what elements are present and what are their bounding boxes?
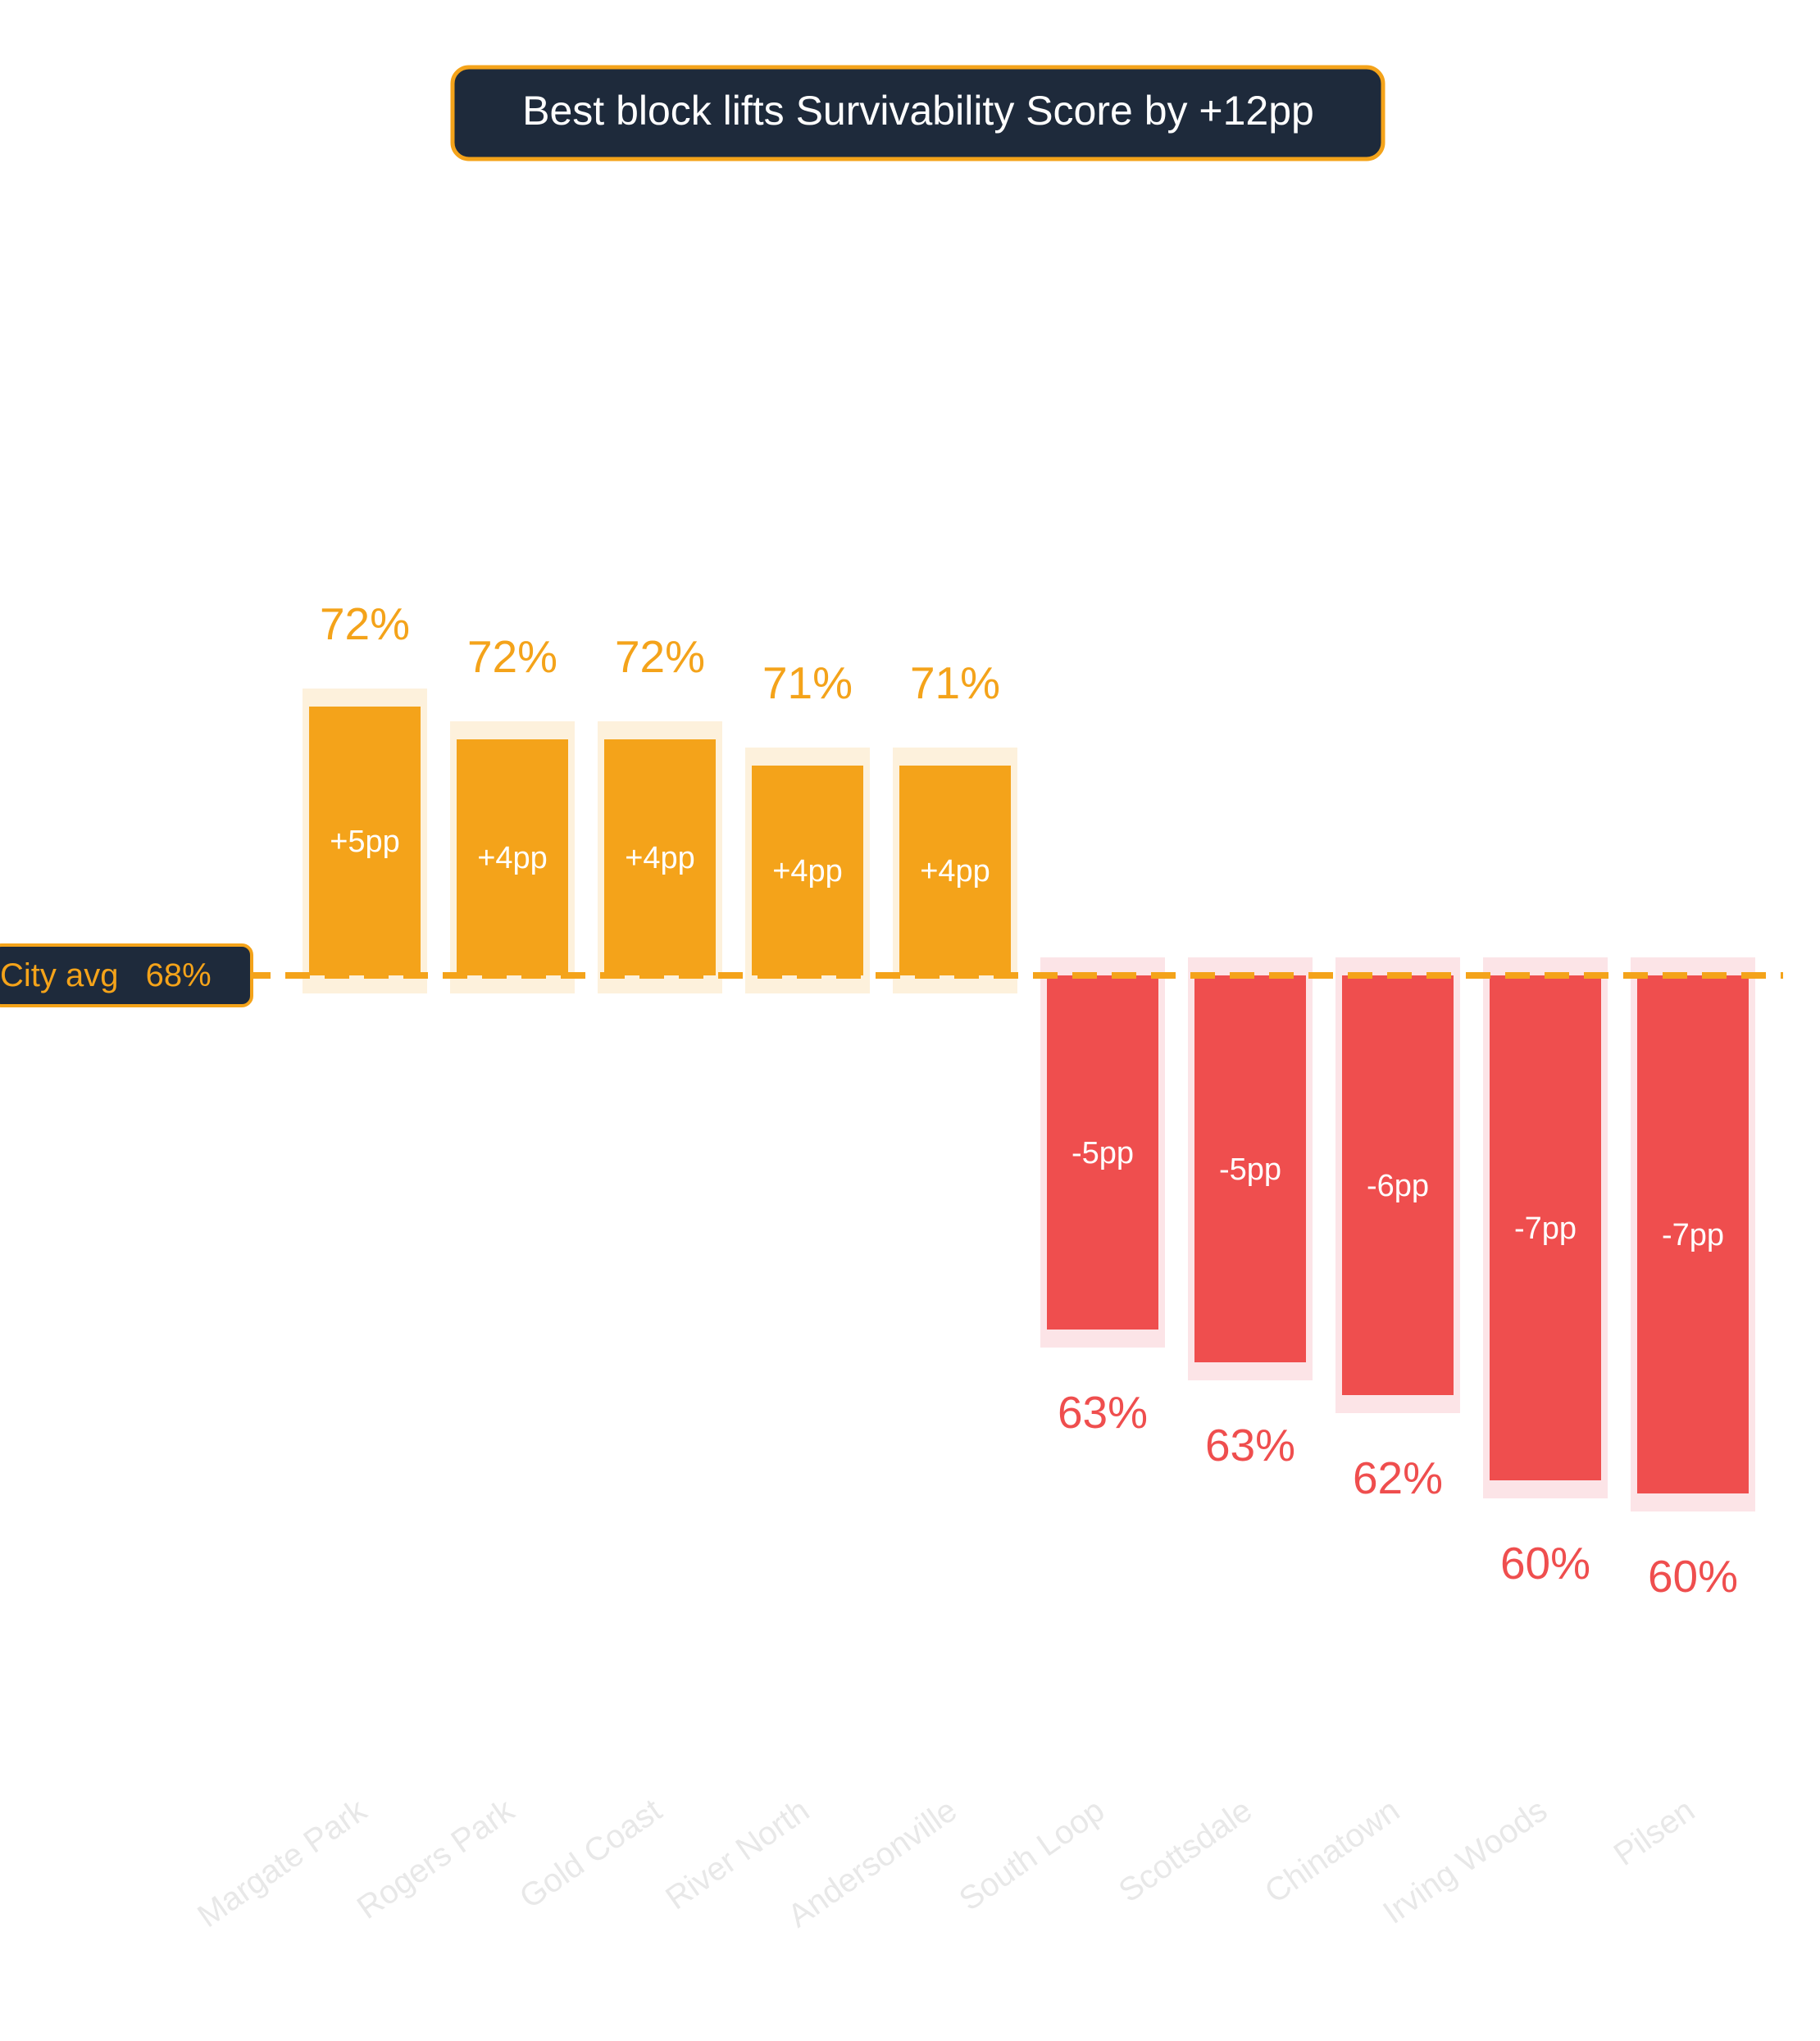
city-average-label: City avg 68% — [0, 957, 212, 993]
delta-label-gold-coast: +4pp — [625, 841, 695, 875]
value-label-river-north: 71% — [762, 657, 853, 708]
category-label-margate-park: Margate Park — [191, 1792, 374, 1934]
value-label-rogers-park: 72% — [467, 631, 557, 682]
title-layer: Best block lifts Survivability Score by … — [450, 65, 1385, 161]
category-label-gold-coast: Gold Coast — [513, 1792, 668, 1916]
value-label-south-loop: 63% — [1058, 1387, 1148, 1438]
bar-river-north — [752, 766, 863, 975]
bar-rogers-park — [457, 739, 568, 975]
city-average-label-box — [0, 943, 253, 1007]
chart-title: Best block lifts Survivability Score by … — [522, 88, 1314, 134]
value-label-irving-woods: 60% — [1500, 1538, 1590, 1589]
delta-label-rogers-park: +4pp — [477, 841, 548, 875]
bar-margate-park — [309, 707, 421, 975]
category-label-scottsdale: Scottsdale — [1112, 1792, 1258, 1909]
delta-label-south-loop: -5pp — [1072, 1136, 1134, 1171]
bar-chinatown — [1342, 975, 1454, 1395]
bar-gold-coast — [604, 739, 716, 975]
category-label-south-loop: South Loop — [953, 1792, 1111, 1917]
reference-line-layer: City avg 68% — [0, 943, 1783, 1007]
bar-irving-woods — [1490, 975, 1601, 1480]
delta-label-irving-woods: -7pp — [1514, 1211, 1577, 1246]
category-label-irving-woods: Irving Woods — [1376, 1792, 1554, 1931]
value-label-pilsen: 60% — [1648, 1551, 1738, 1602]
delta-label-chinatown: -6pp — [1367, 1169, 1429, 1203]
category-label-chinatown: Chinatown — [1258, 1792, 1406, 1910]
bar-andersonville — [899, 766, 1011, 975]
city-average-value: 68% — [146, 957, 212, 993]
delta-label-river-north: +4pp — [772, 854, 843, 889]
value-label-gold-coast: 72% — [615, 631, 705, 682]
category-label-rogers-park: Rogers Park — [351, 1792, 521, 1926]
city-average-label-text: City avg — [0, 957, 119, 993]
category-label-pilsen: Pilsen — [1608, 1792, 1701, 1873]
bars-layer: +5pp 72% +4pp 72% +4pp 72% +4pp 71% +4pp 71% -5pp 6… — [303, 598, 1755, 1602]
value-label-chinatown: 62% — [1353, 1452, 1443, 1503]
value-label-scottsdale: 63% — [1205, 1420, 1295, 1471]
delta-label-margate-park: +5pp — [330, 825, 400, 859]
delta-label-scottsdale: -5pp — [1219, 1152, 1281, 1187]
value-label-margate-park: 72% — [320, 598, 410, 649]
value-label-andersonville: 71% — [910, 657, 1000, 708]
title-box — [450, 65, 1385, 161]
bar-scottsdale — [1194, 975, 1306, 1362]
delta-label-andersonville: +4pp — [920, 854, 990, 889]
delta-label-pilsen: -7pp — [1662, 1218, 1724, 1252]
bar-south-loop — [1047, 975, 1158, 1330]
bar-pilsen — [1637, 975, 1749, 1493]
